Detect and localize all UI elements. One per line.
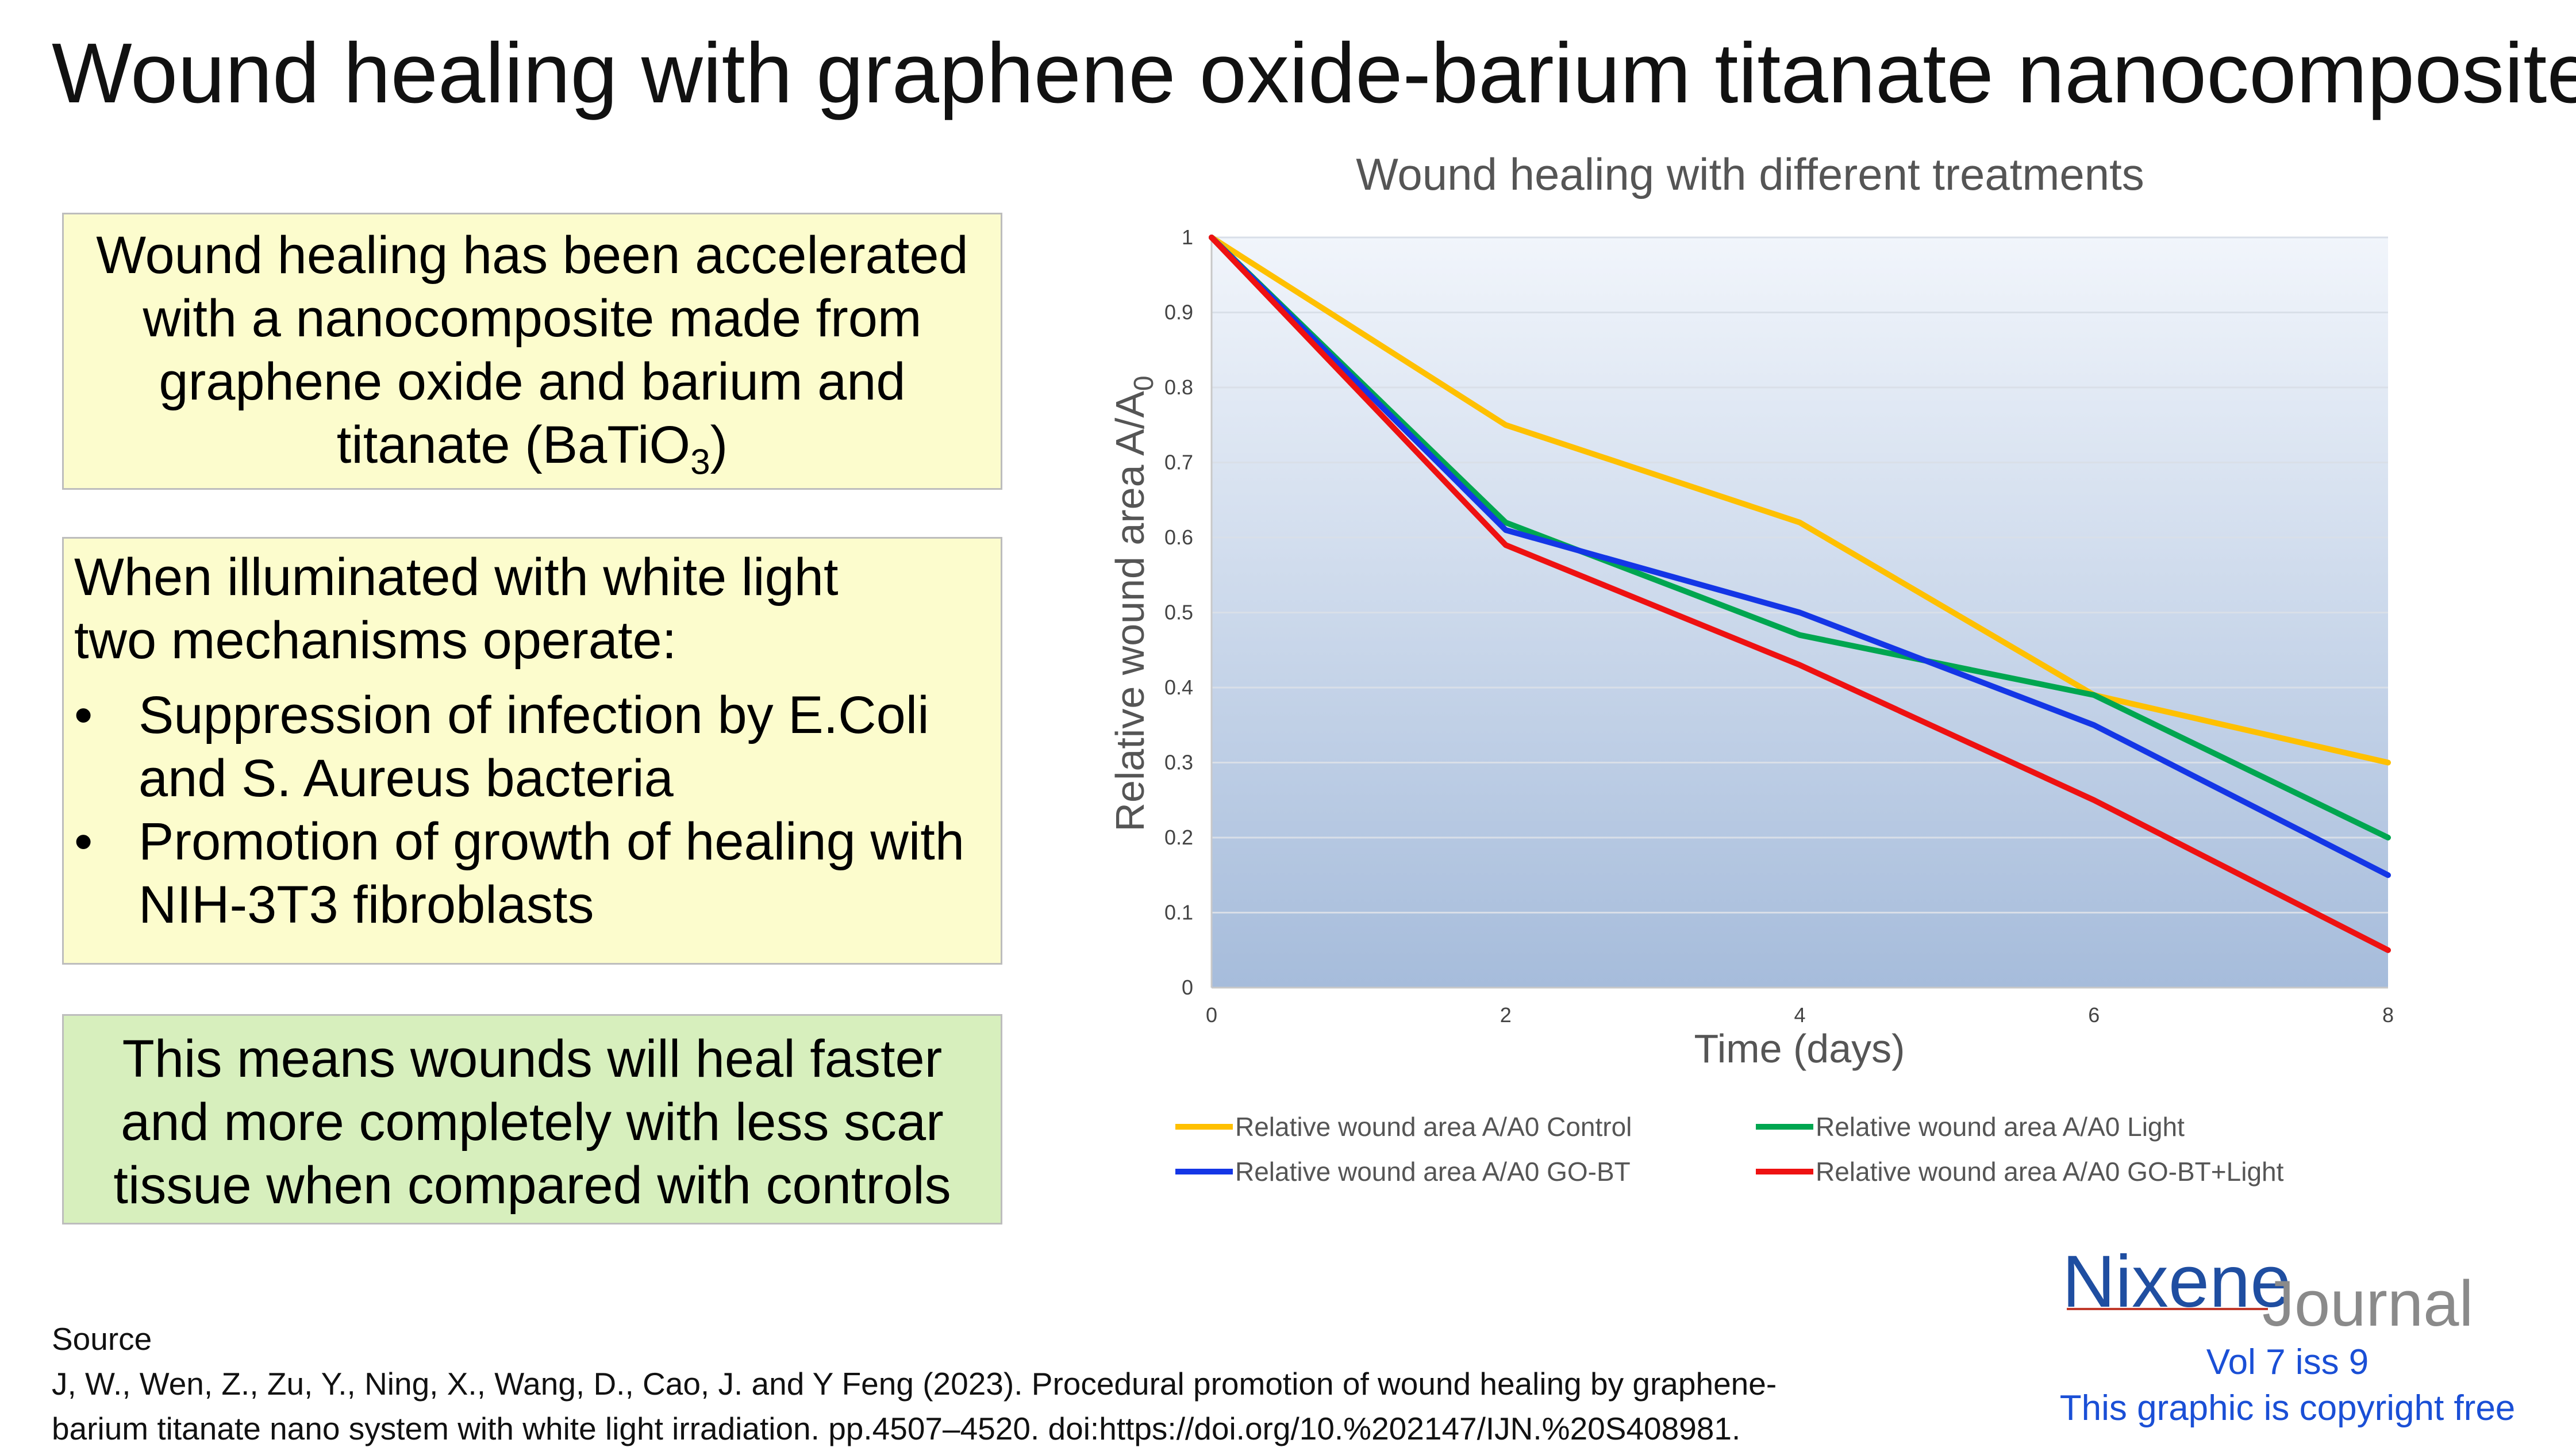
y-tick-label: 0.8: [1164, 375, 1193, 399]
mechanisms-list: • Suppression of infection by E.Coli and …: [74, 684, 1001, 936]
mechanisms-box: When illuminated with white light two me…: [62, 537, 1002, 965]
chart-title: Wound healing with different treatments: [1356, 149, 2144, 199]
x-tick-label: 4: [1794, 1003, 1805, 1027]
formula-text: titanate (BaTiO: [336, 416, 691, 474]
y-axis-label: Relative wound area A/A0: [1108, 375, 1159, 831]
series-line: [1209, 235, 2391, 840]
x-axis-label: Time (days): [1694, 1026, 1905, 1071]
summary-line: titanate (BaTiO3): [64, 413, 1001, 494]
volume-issue: Vol 7 iss 9: [2206, 1342, 2369, 1382]
conclusion-box: This means wounds will heal faster and m…: [62, 1014, 1002, 1224]
conclusion-line: This means wounds will heal faster: [122, 1030, 943, 1088]
x-axis-ticks: 0 2 4 6 8: [1206, 1003, 2394, 1027]
conclusion-line: and more completely with less scar: [121, 1093, 944, 1151]
list-item: • Promotion of growth of healing with NIH…: [74, 810, 983, 936]
y-tick-label: 0.7: [1164, 451, 1193, 474]
y-tick-label: 0.9: [1164, 301, 1193, 324]
volume-info: Vol 7 iss 9 This graphic is copyright fr…: [2023, 1339, 2552, 1431]
series-line: [1209, 235, 2391, 953]
x-tick-label: 2: [1500, 1003, 1512, 1027]
logo-underline: [2067, 1308, 2268, 1310]
logo-journal: Journal: [2262, 1268, 2474, 1339]
y-axis-label-main: Relative wound area A/A: [1108, 391, 1152, 832]
mechanisms-intro: When illuminated with white light: [74, 548, 839, 606]
list-item-text: Promotion of growth of healing with NIH-…: [139, 812, 965, 934]
logo-nixene: Nixene: [2062, 1241, 2292, 1323]
y-tick-label: 0.1: [1164, 901, 1193, 924]
conclusion-line: tissue when compared with controls: [113, 1156, 951, 1215]
y-tick-label: 0.6: [1164, 525, 1193, 549]
legend-label: Relative wound area A/A0 Light: [1816, 1112, 2185, 1142]
y-tick-label: 0.2: [1164, 826, 1193, 849]
x-tick-label: 0: [1206, 1003, 1217, 1027]
y-axis-ticks: 0 0.1 0.2 0.3 0.4 0.5 0.6 0.7 0.8 0.9 1: [1164, 225, 1193, 999]
source-label: Source: [52, 1321, 152, 1357]
copyright-notice: This graphic is copyright free: [2059, 1388, 2516, 1428]
series-group: [1209, 235, 2391, 953]
grid-lines: [1210, 236, 2388, 989]
legend-label: Relative wound area A/A0 Control: [1235, 1112, 1632, 1142]
bullet-icon: •: [74, 812, 93, 871]
y-tick-label: 0: [1182, 976, 1193, 999]
source-line: J, W., Wen, Z., Zu, Y., Ning, X., Wang, …: [52, 1366, 1777, 1402]
legend-label: Relative wound area A/A0 GO-BT: [1235, 1157, 1631, 1187]
x-tick-label: 6: [2088, 1003, 2100, 1027]
mechanisms-intro: two mechanisms operate:: [74, 611, 677, 670]
x-tick-label: 8: [2382, 1003, 2394, 1027]
page-title: Wound healing with graphene oxide-barium…: [52, 26, 2576, 121]
formula-close: ): [710, 416, 728, 474]
series-line: [1209, 235, 2391, 766]
legend-label: Relative wound area A/A0 GO-BT+Light: [1816, 1157, 2284, 1187]
summary-line: with a nanocomposite made from: [143, 289, 922, 348]
series-line: [1209, 235, 2391, 878]
formula-subscript: 3: [690, 442, 710, 482]
y-tick-label: 0.5: [1164, 601, 1193, 624]
source-line: barium titanate nano system with white l…: [52, 1411, 1741, 1446]
y-tick-label: 0.4: [1164, 675, 1193, 699]
list-item-text: Suppression of infection by E.Coli and S…: [139, 686, 929, 808]
y-axis-label-subscript: 0: [1129, 375, 1159, 391]
nixene-journal-logo: Nixene Journal: [2046, 1239, 2506, 1339]
summary-line: Wound healing has been accelerated: [96, 226, 968, 285]
y-tick-label: 1: [1182, 225, 1193, 249]
summary-line: graphene oxide and barium and: [159, 352, 906, 411]
legend: Relative wound area A/A0 Control Relative…: [1175, 1112, 2284, 1187]
y-tick-label: 0.3: [1164, 751, 1193, 774]
source-citation: Source J, W., Wen, Z., Zu, Y., Ning, X.,…: [52, 1316, 1833, 1451]
list-item: • Suppression of infection by E.Coli and …: [74, 684, 983, 810]
summary-box: Wound healing has been accelerated with …: [62, 213, 1002, 490]
bullet-icon: •: [74, 686, 93, 744]
